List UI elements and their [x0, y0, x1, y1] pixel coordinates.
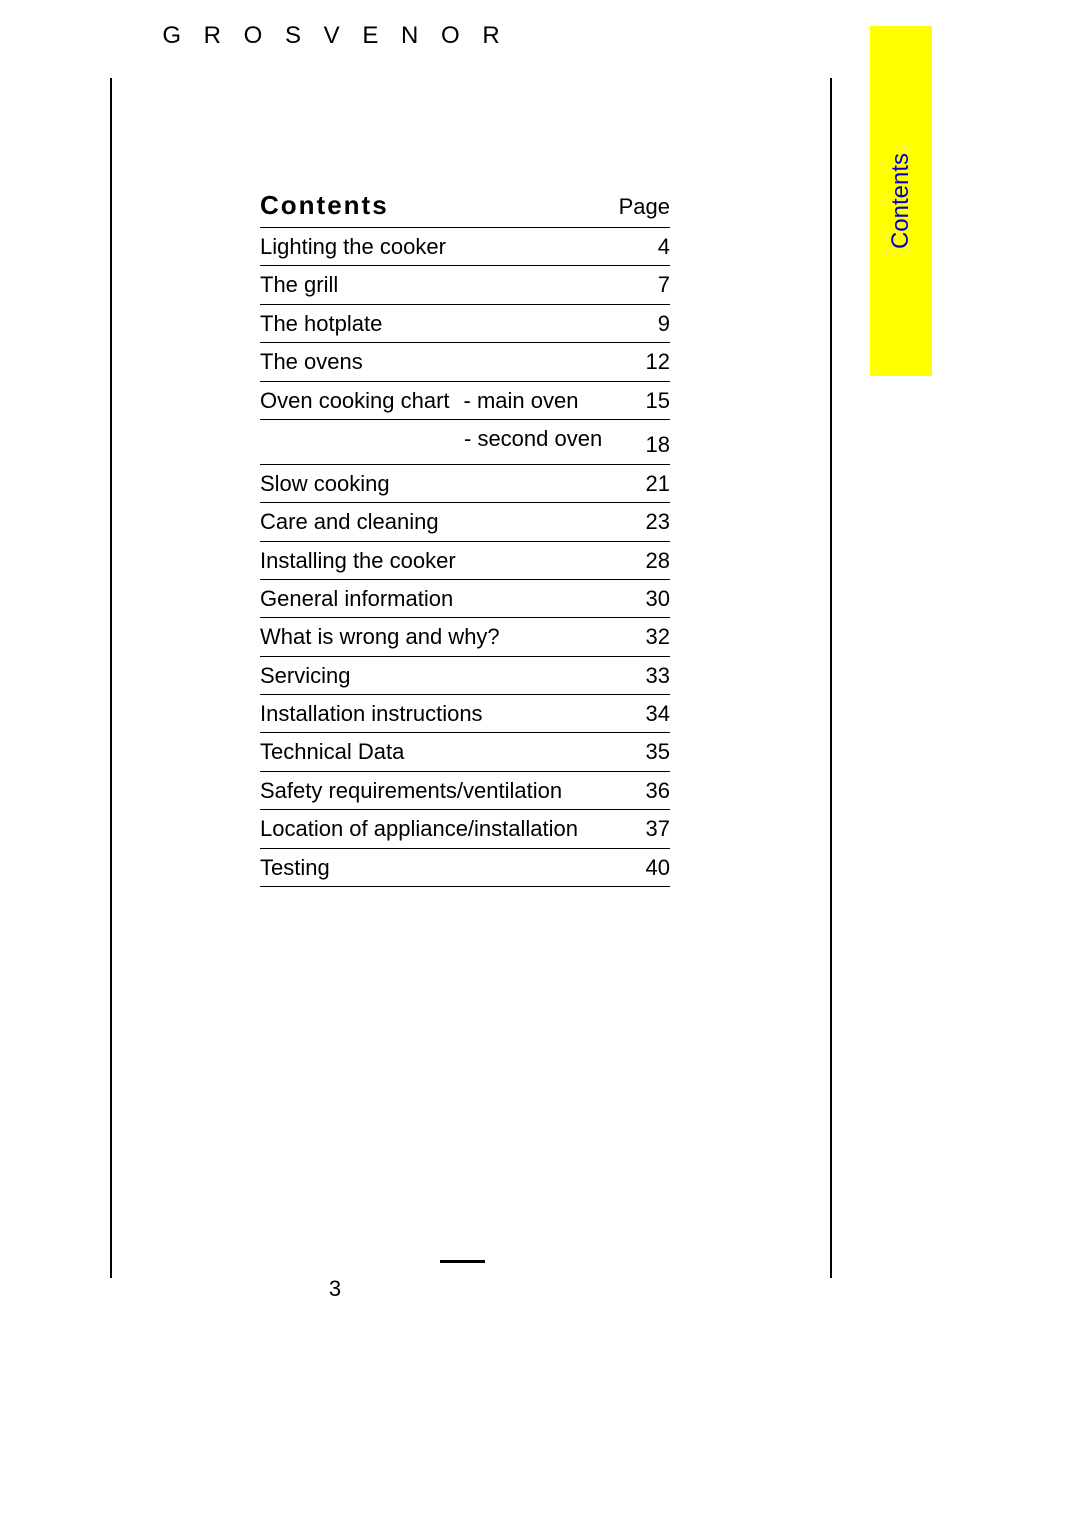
toc-row: What is wrong and why? 32 — [260, 618, 670, 656]
toc-suffix: - second oven — [464, 426, 602, 452]
toc-suffix: - main oven — [464, 388, 579, 414]
toc-row: Installation instructions 34 — [260, 695, 670, 733]
toc-row: - second oven 18 — [260, 420, 670, 465]
toc-label: Installing the cooker — [260, 548, 456, 574]
toc-page: 40 — [638, 855, 670, 881]
toc-page: 32 — [638, 624, 670, 650]
toc-row-left: Slow cooking — [260, 471, 390, 497]
toc-row: Lighting the cooker 4 — [260, 228, 670, 266]
toc-label: Technical Data — [260, 739, 404, 765]
toc-row: The grill 7 — [260, 266, 670, 304]
toc-page: 12 — [638, 349, 670, 375]
brand-header: G R O S V E N O R — [0, 22, 670, 50]
toc-page: 15 — [638, 388, 670, 414]
toc-row: Servicing 33 — [260, 657, 670, 695]
toc-row-left: The grill — [260, 272, 338, 298]
toc-page: 9 — [650, 311, 670, 337]
toc-row-left: Installing the cooker — [260, 548, 456, 574]
toc-row: Testing 40 — [260, 849, 670, 887]
toc-row-left: Testing — [260, 855, 330, 881]
toc-row-left: Servicing — [260, 663, 350, 689]
toc-page: 34 — [638, 701, 670, 727]
toc-page: 30 — [638, 586, 670, 612]
footer-rule — [440, 1260, 485, 1263]
toc-label: Lighting the cooker — [260, 234, 446, 260]
toc-row-left: Oven cooking chart - main oven — [260, 388, 579, 414]
contents-page-col-label: Page — [619, 194, 670, 220]
toc-page: 18 — [638, 432, 670, 458]
toc-label: Oven cooking chart — [260, 388, 450, 414]
toc-label: The grill — [260, 272, 338, 298]
toc-row-left: The hotplate — [260, 311, 382, 337]
toc-row-left: What is wrong and why? — [260, 624, 500, 650]
toc-row-left: Installation instructions — [260, 701, 483, 727]
toc-row-left: General information — [260, 586, 453, 612]
toc-row-left: Lighting the cooker — [260, 234, 446, 260]
toc-row: Technical Data 35 — [260, 733, 670, 771]
toc-row: General information 30 — [260, 580, 670, 618]
toc-label: Installation instructions — [260, 701, 483, 727]
toc-page: 35 — [638, 739, 670, 765]
toc-label: General information — [260, 586, 453, 612]
contents-table: Contents Page Lighting the cooker 4 The gr… — [260, 190, 670, 887]
toc-label: Testing — [260, 855, 330, 881]
toc-row: The hotplate 9 — [260, 305, 670, 343]
contents-header-row: Contents Page — [260, 190, 670, 228]
toc-row: Oven cooking chart - main oven 15 — [260, 382, 670, 420]
toc-row: Care and cleaning 23 — [260, 503, 670, 541]
section-tab: Contents — [870, 26, 932, 376]
toc-row-left: Location of appliance/installation — [260, 816, 578, 842]
toc-page: 7 — [650, 272, 670, 298]
toc-row: Location of appliance/installation 37 — [260, 810, 670, 848]
toc-page: 4 — [650, 234, 670, 260]
toc-label: Servicing — [260, 663, 350, 689]
toc-row-left: - second oven — [260, 426, 602, 452]
toc-row-left: Safety requirements/ventilation — [260, 778, 562, 804]
toc-label: Safety requirements/ventilation — [260, 778, 562, 804]
toc-row: Installing the cooker 28 — [260, 542, 670, 580]
toc-row: The ovens 12 — [260, 343, 670, 381]
toc-page: 37 — [638, 816, 670, 842]
toc-label: Care and cleaning — [260, 509, 439, 535]
toc-row-left: Technical Data — [260, 739, 404, 765]
toc-row-left: The ovens — [260, 349, 363, 375]
toc-row: Slow cooking 21 — [260, 465, 670, 503]
toc-page: 21 — [638, 471, 670, 497]
toc-page: 23 — [638, 509, 670, 535]
left-vertical-rule — [110, 78, 112, 1278]
toc-label: Slow cooking — [260, 471, 390, 497]
contents-heading: Contents — [260, 190, 389, 221]
toc-row-left: Care and cleaning — [260, 509, 439, 535]
section-tab-label: Contents — [887, 153, 915, 249]
toc-label: What is wrong and why? — [260, 624, 500, 650]
toc-page: 28 — [638, 548, 670, 574]
contents-rows: Lighting the cooker 4 The grill 7 The hotpla… — [260, 228, 670, 887]
toc-row: Safety requirements/ventilation 36 — [260, 772, 670, 810]
toc-page: 36 — [638, 778, 670, 804]
toc-label: The ovens — [260, 349, 363, 375]
page-number: 3 — [0, 1276, 670, 1302]
toc-label: Location of appliance/installation — [260, 816, 578, 842]
toc-page: 33 — [638, 663, 670, 689]
toc-label: The hotplate — [260, 311, 382, 337]
right-vertical-rule — [830, 78, 832, 1278]
